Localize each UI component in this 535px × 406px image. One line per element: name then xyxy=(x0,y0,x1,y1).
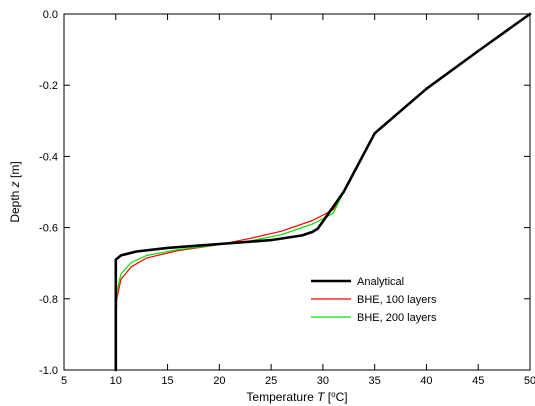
series-line-0 xyxy=(114,12,532,372)
x-tick-label: 45 xyxy=(472,375,484,387)
y-axis-title-variable: z xyxy=(8,181,22,188)
y-tick-label: -0.6 xyxy=(39,223,58,235)
x-tick-label: 5 xyxy=(61,375,67,387)
x-axis-title: Temperature T [oC] xyxy=(246,390,347,405)
y-axis-title: Depth z [m] xyxy=(8,161,22,222)
y-tick-label: -0.2 xyxy=(39,80,58,92)
axis-ticks: 5 10 15 20 25 30 35 40 45 50 0.0 -0.2 -0.4 -0.6 -0.8 -1… xyxy=(39,9,535,387)
y-tick-label: -1.0 xyxy=(39,365,58,377)
y-tick-label: -0.8 xyxy=(39,294,58,306)
y-axis-title-prefix: Depth xyxy=(8,187,22,222)
plot-frame xyxy=(63,13,531,371)
x-axis-title-unit-sup: o xyxy=(331,390,336,399)
x-tick-label: 10 xyxy=(110,375,122,387)
x-tick-label: 25 xyxy=(265,375,277,387)
x-tick-label: 50 xyxy=(524,375,535,387)
legend-label-bhe-100: BHE, 100 layers xyxy=(357,294,437,306)
x-tick-label: 20 xyxy=(213,375,225,387)
x-axis-title-prefix: Temperature xyxy=(246,390,317,404)
y-tick-label: -0.4 xyxy=(39,151,58,163)
plot-lines xyxy=(114,12,532,372)
x-tick-label: 35 xyxy=(369,375,381,387)
legend-label-analytical: Analytical xyxy=(357,276,404,288)
legend-label-bhe-200: BHE, 200 layers xyxy=(357,312,437,324)
x-axis-title-unit-open: [ xyxy=(324,390,331,404)
x-tick-label: 15 xyxy=(161,375,173,387)
x-tick-label: 30 xyxy=(317,375,329,387)
legend: Analytical BHE, 100 layers BHE, 200 laye… xyxy=(311,276,437,324)
x-axis-title-unit-tail: C] xyxy=(336,390,348,404)
y-tick-label: 0.0 xyxy=(43,9,58,21)
y-axis-title-unit: [m] xyxy=(8,161,22,181)
x-tick-label: 40 xyxy=(420,375,432,387)
x-axis-title-variable: T xyxy=(317,390,326,404)
